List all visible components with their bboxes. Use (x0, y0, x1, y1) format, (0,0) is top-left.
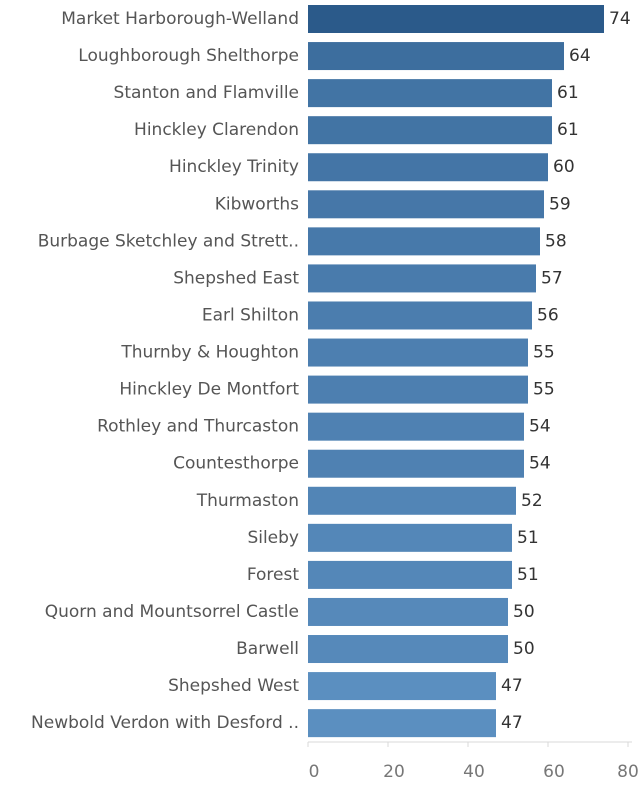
bar (308, 227, 540, 256)
x-tick-label: 20 (383, 762, 405, 782)
value-label: 56 (537, 305, 559, 325)
category-label: Barwell (236, 639, 299, 659)
category-label: Countesthorpe (173, 454, 299, 474)
category-label: Market Harborough-Welland (61, 9, 299, 29)
value-label: 74 (609, 9, 631, 29)
value-label: 47 (501, 713, 523, 733)
bar (308, 597, 508, 626)
category-label: Forest (247, 565, 300, 585)
category-label: Stanton and Flamville (114, 83, 299, 103)
bars-group: Market Harborough-Welland 74 Loughborough … (31, 5, 631, 738)
value-label: 54 (529, 417, 551, 437)
bar (308, 709, 496, 738)
x-tick-label: 40 (463, 762, 485, 782)
value-label: 64 (569, 46, 591, 66)
value-label: 58 (545, 231, 567, 251)
category-label: Newbold Verdon with Desford .. (31, 713, 299, 733)
value-label: 51 (517, 528, 539, 548)
category-label: Rothley and Thurcaston (97, 417, 299, 437)
bar (308, 486, 516, 515)
value-label: 50 (513, 602, 535, 622)
category-label: Hinckley Clarendon (134, 120, 299, 140)
bar (308, 264, 536, 293)
value-label: 59 (549, 194, 571, 214)
bar (308, 560, 512, 589)
category-label: Thurmaston (196, 491, 299, 511)
value-label: 60 (553, 157, 575, 177)
bar (308, 635, 508, 664)
bar (308, 449, 524, 478)
bar (308, 338, 528, 367)
value-label: 51 (517, 565, 539, 585)
bar (308, 523, 512, 552)
bar (308, 190, 544, 219)
category-label: Hinckley De Montfort (119, 380, 299, 400)
category-label: Shepshed West (168, 676, 299, 696)
bar (308, 375, 528, 404)
x-tick-label: 60 (543, 762, 565, 782)
category-label: Earl Shilton (202, 305, 299, 325)
category-label: Burbage Sketchley and Strett.. (38, 231, 299, 251)
value-label: 55 (533, 380, 555, 400)
category-label: Thurnby & Houghton (120, 343, 299, 363)
value-label: 50 (513, 639, 535, 659)
category-label: Quorn and Mountsorrel Castle (45, 602, 299, 622)
value-label: 47 (501, 676, 523, 696)
category-label: Kibworths (215, 194, 299, 214)
category-label: Shepshed East (173, 268, 299, 288)
x-tick-label: 0 (309, 762, 320, 782)
bar (308, 79, 552, 108)
value-label: 61 (557, 120, 579, 140)
value-label: 57 (541, 268, 563, 288)
bar (308, 301, 532, 330)
bar (308, 672, 496, 701)
category-label: Loughborough Shelthorpe (78, 46, 299, 66)
bar (308, 412, 524, 441)
bar (308, 42, 564, 71)
bar (308, 5, 604, 33)
value-label: 54 (529, 454, 551, 474)
value-label: 52 (521, 491, 543, 511)
x-tick-label: 80 (617, 762, 639, 782)
value-label: 61 (557, 83, 579, 103)
x-axis: 0 20 40 60 80 (307, 741, 639, 782)
category-label: Sileby (247, 528, 299, 548)
value-label: 55 (533, 343, 555, 363)
bar (308, 153, 548, 182)
bar (308, 116, 552, 145)
category-label: Hinckley Trinity (169, 157, 299, 177)
